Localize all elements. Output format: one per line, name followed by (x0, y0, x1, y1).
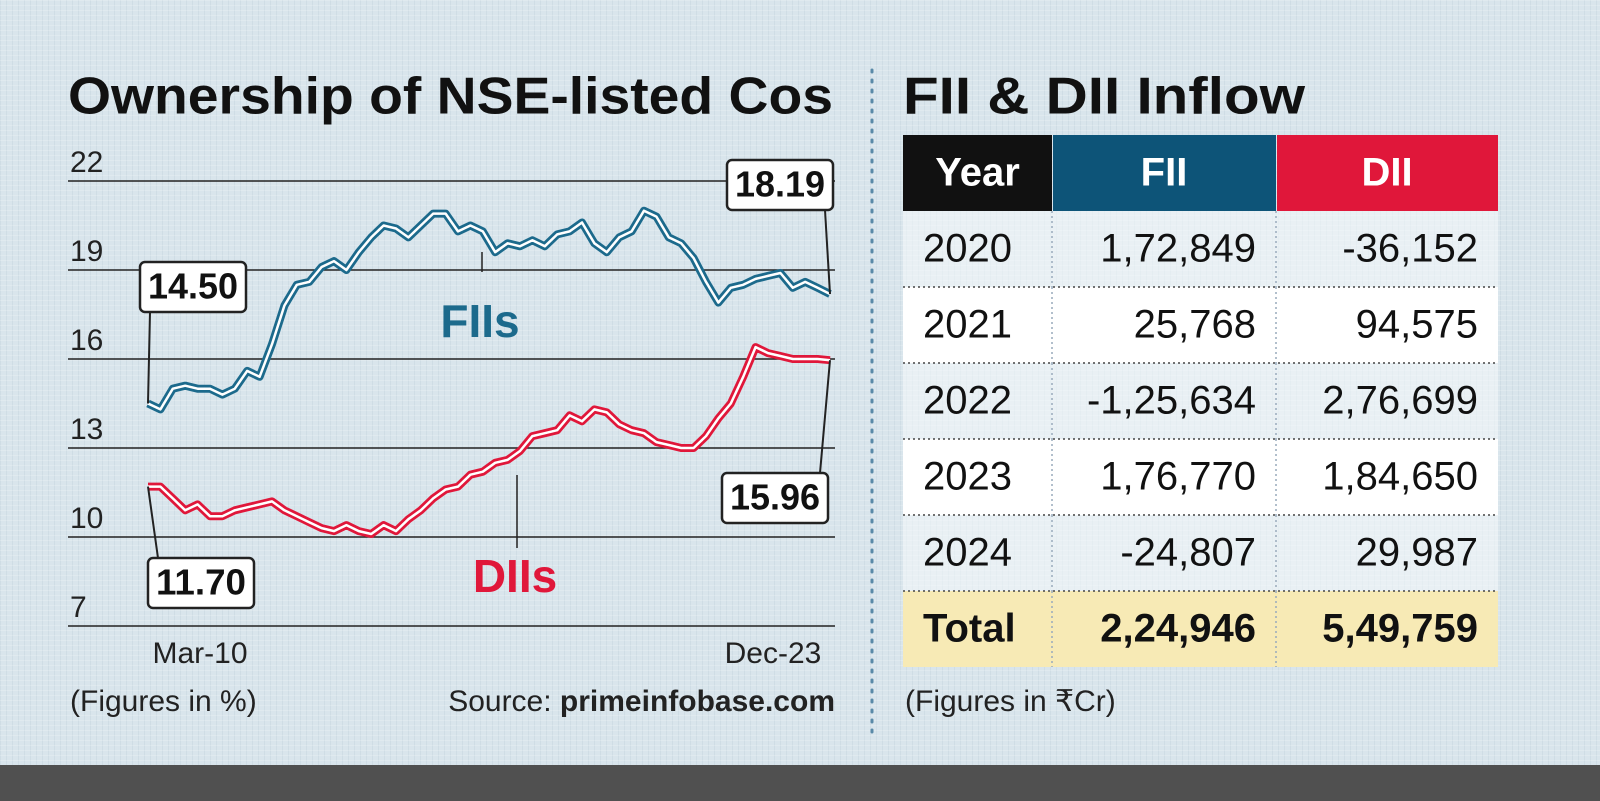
source-prefix: Source: (448, 685, 551, 718)
data-label: 15.96 (730, 477, 820, 518)
annotation-box (138, 260, 248, 314)
table-cell: 29,987 (1356, 531, 1478, 575)
series-line (147, 209, 831, 411)
data-label: 14.50 (148, 266, 238, 307)
table-cell: 2024 (923, 531, 1012, 575)
table-cell: -36,152 (1342, 227, 1478, 271)
header-cell (1277, 135, 1498, 211)
table-row (903, 439, 1498, 515)
annotation-box (725, 158, 835, 212)
column-header: DII (1361, 151, 1412, 195)
table-cell: 2021 (923, 303, 1012, 347)
table-cell: 1,84,650 (1322, 455, 1478, 499)
y-tick-label: 13 (70, 413, 103, 446)
source-name: primeinfobase.com (560, 685, 835, 718)
column-header: Year (935, 151, 1020, 195)
chart-note: (Figures in %) (70, 685, 257, 718)
table-cell: -1,25,634 (1087, 379, 1256, 423)
series-line (148, 345, 831, 536)
source: Source: primeinfobase.com (448, 685, 835, 718)
y-tick-label: 10 (70, 502, 103, 535)
table-cell: 2020 (923, 227, 1012, 271)
total-cell: 5,49,759 (1322, 607, 1478, 651)
table-row (903, 211, 1498, 287)
table-cell: 94,575 (1356, 303, 1478, 347)
table-cell: -24,807 (1120, 531, 1256, 575)
table-note: (Figures in ₹Cr) (905, 685, 1116, 718)
series-label: DIIs (473, 550, 557, 602)
table-row (903, 363, 1498, 439)
footer-band (0, 765, 1600, 801)
data-label: 11.70 (156, 562, 246, 603)
header-cell (903, 135, 1052, 211)
chart-title: Ownership of NSE-listed Cos (68, 68, 833, 126)
annotation-pointer (147, 486, 159, 559)
table-cell: 2022 (923, 379, 1012, 423)
x-tick-label: Mar-10 (152, 637, 247, 670)
table-cell: 2,76,699 (1322, 379, 1478, 423)
table-row (903, 515, 1498, 591)
y-tick-label: 7 (70, 591, 87, 624)
table-cell: 2023 (923, 455, 1012, 499)
header-cell (1053, 135, 1276, 211)
y-tick-label: 22 (70, 146, 103, 179)
annotation-box (720, 471, 830, 525)
annotation-box (146, 556, 256, 610)
table-cell: 25,768 (1134, 303, 1256, 347)
total-row (903, 591, 1498, 667)
annotation-pointer (147, 311, 151, 404)
x-tick-label: Dec-23 (725, 637, 822, 670)
annotation-pointer (819, 360, 831, 474)
total-cell: 2,24,946 (1100, 607, 1256, 651)
total-cell: Total (923, 607, 1016, 651)
data-label: 18.19 (735, 164, 825, 205)
annotation-pointer (824, 209, 831, 295)
table-row (903, 287, 1498, 363)
table-cell: 1,76,770 (1100, 455, 1256, 499)
y-tick-label: 19 (70, 235, 103, 268)
table-cell: 1,72,849 (1100, 227, 1256, 271)
table-title: FII & DII Inflow (903, 68, 1306, 126)
y-tick-label: 16 (70, 324, 103, 357)
series-label: FIIs (440, 295, 519, 347)
column-header: FII (1141, 151, 1188, 195)
